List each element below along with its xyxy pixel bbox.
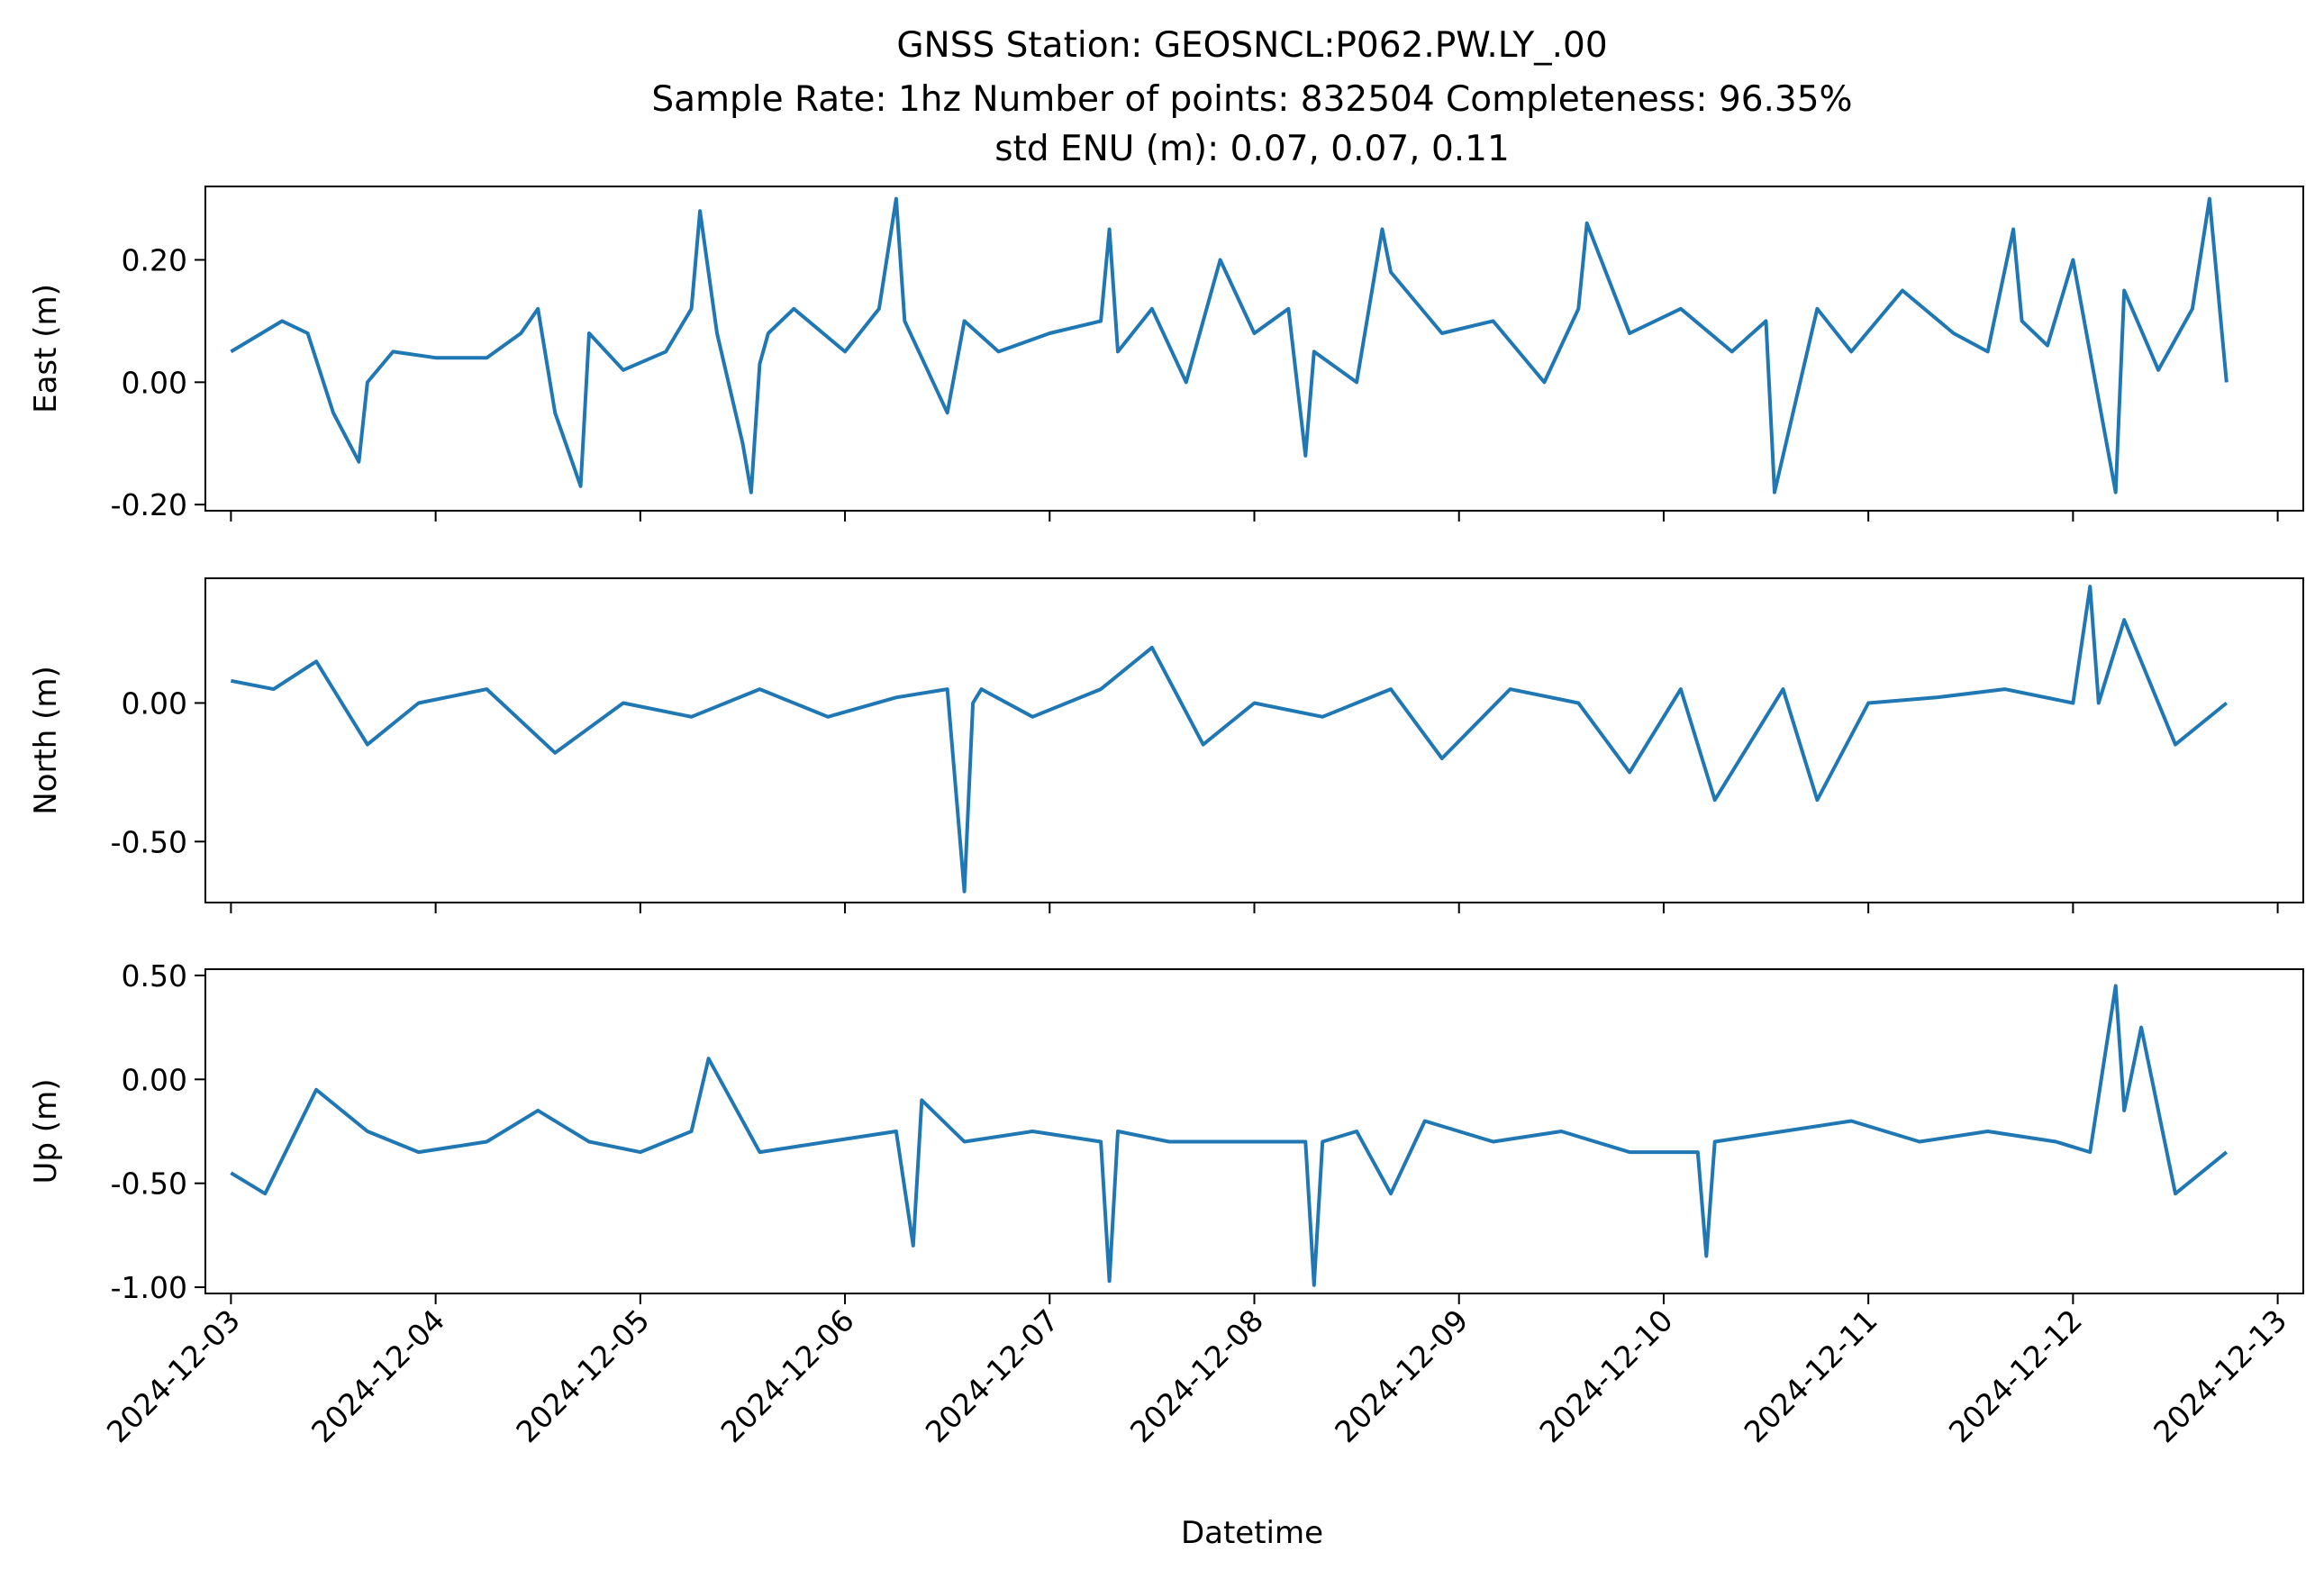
y-axis-label-0: East (m) xyxy=(28,284,64,413)
y-tick-label-2-1: 0.00 xyxy=(122,1062,187,1097)
series-line-0-0 xyxy=(230,196,2229,495)
y-tick-label-1-1: -0.50 xyxy=(111,824,187,859)
y-tick-label-2-3: -1.00 xyxy=(111,1270,187,1305)
y-tick-label-2-2: -0.50 xyxy=(111,1166,187,1202)
y-axis-label-2: Up (m) xyxy=(28,1079,64,1184)
y-tick-label-0-1: 0.00 xyxy=(122,365,187,400)
y-tick-label-0-0: 0.20 xyxy=(122,243,187,278)
y-axis-label-1: North (m) xyxy=(28,666,64,815)
y-tick-label-0-2: -0.20 xyxy=(111,487,187,522)
y-tick-label-1-0: 0.00 xyxy=(122,685,187,721)
series-line-2-0 xyxy=(230,984,2229,1287)
chart-title-line-2: Sample Rate: 1hz Number of points: 83250… xyxy=(651,79,1852,120)
x-axis-label: Datetime xyxy=(1181,1515,1323,1551)
chart-title-line-3: std ENU (m): 0.07, 0.07, 0.11 xyxy=(994,129,1510,169)
series-line-1-0 xyxy=(231,585,2229,894)
y-tick-label-2-0: 0.50 xyxy=(122,958,187,994)
chart-title-line-1: GNSS Station: GEOSNCL:P062.PW.LY_.00 xyxy=(896,25,1607,66)
